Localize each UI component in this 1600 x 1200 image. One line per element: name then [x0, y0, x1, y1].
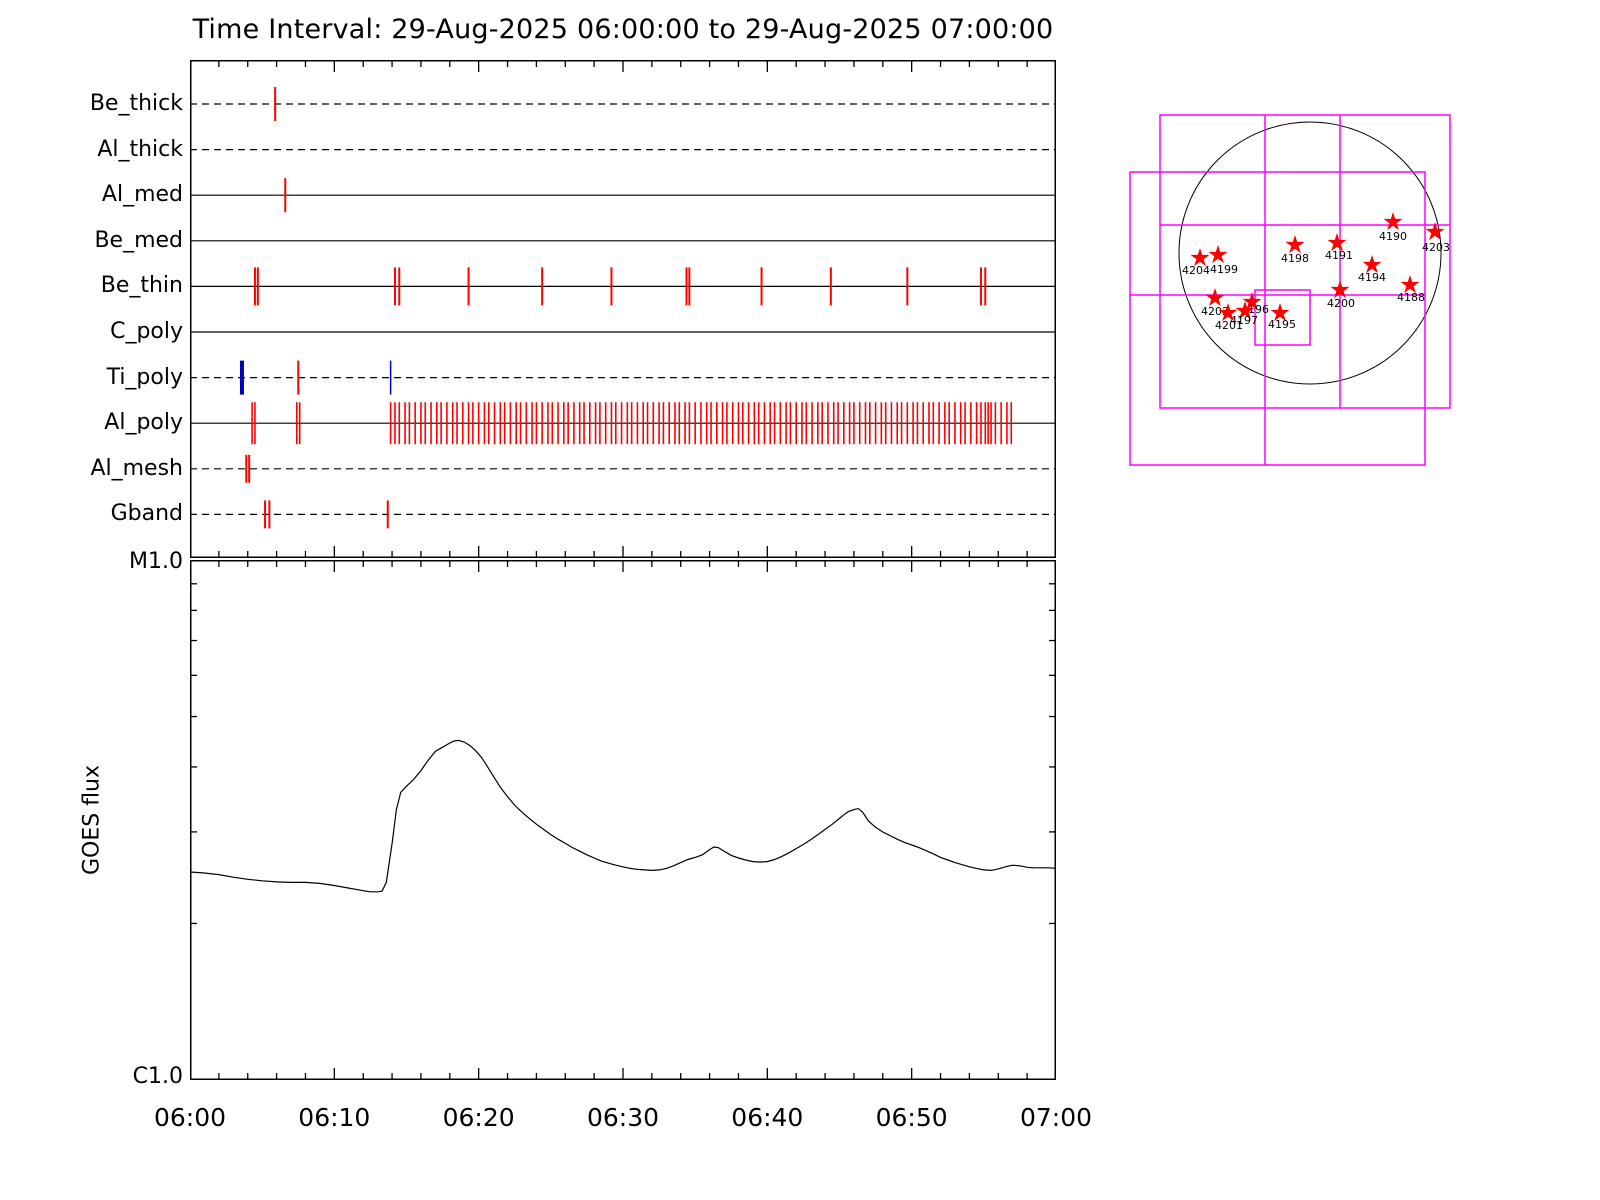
fov-rect [1129, 171, 1426, 466]
channel-label-al_thick: Al_thick [97, 136, 183, 162]
active-region-star [1425, 222, 1445, 241]
active-region-star [1242, 292, 1262, 311]
channel-label-be_thin: Be_thin [100, 273, 183, 299]
figure-title: Time Interval: 29-Aug-2025 06:00:00 to 2… [192, 14, 1054, 45]
active-region-star [1208, 245, 1228, 264]
active-region-star [1235, 301, 1255, 320]
active-region-label: 4200 [1327, 297, 1355, 310]
solar-map-panel: 4204 4199 4198 4191 4190 4203 4194 4188 4200 4202… [1129, 114, 1451, 466]
active-region-label: 4203 [1422, 241, 1450, 254]
x-tick-label: 06:00 [153, 1103, 227, 1132]
fov-rect [1254, 289, 1311, 346]
active-region-star [1270, 303, 1290, 322]
active-region-label: 4195 [1268, 318, 1296, 331]
active-region-label: 4204 [1182, 264, 1210, 277]
goes-ymax-label: M1.0 [129, 549, 183, 574]
active-region-label: 4201 [1215, 319, 1243, 332]
active-region-star [1330, 280, 1350, 299]
filter-timeline-panel [190, 60, 1056, 558]
goes-ymin-label: C1.0 [132, 1064, 183, 1089]
channel-label-al_mesh: Al_mesh [90, 455, 183, 481]
channel-label-c_poly: C_poly [110, 319, 183, 344]
active-region-star [1383, 212, 1403, 231]
active-region-label: 4191 [1325, 249, 1353, 262]
timeline-frame [190, 60, 1056, 558]
active-region-label: 4198 [1281, 252, 1309, 265]
active-region-star [1400, 275, 1420, 294]
active-region-label: 4188 [1397, 291, 1425, 304]
x-tick-label: 07:00 [1019, 1103, 1093, 1132]
channel-label-be_med: Be_med [94, 227, 183, 253]
fov-rect [1159, 114, 1451, 409]
goes-curve [190, 739, 1056, 893]
channel-label-ti_poly: Ti_poly [106, 364, 183, 390]
active-region-star [1327, 233, 1347, 252]
active-region-label: 4199 [1210, 263, 1238, 276]
active-region-star [1218, 303, 1238, 322]
goes-flux-panel [190, 560, 1056, 1080]
channel-label-al_med: Al_med [101, 182, 183, 208]
active-region-label: 4202 [1201, 305, 1229, 318]
x-tick-label: 06:50 [875, 1103, 948, 1132]
goes-frame [190, 560, 1056, 1080]
active-region-label: 4190 [1379, 230, 1407, 243]
channel-label-gband: Gband [110, 501, 183, 527]
active-region-label: 4194 [1358, 271, 1386, 284]
x-tick-label: 06:40 [731, 1103, 804, 1132]
sun-disk [1178, 121, 1442, 385]
active-region-star [1285, 235, 1305, 254]
x-tick-label: 06:10 [298, 1103, 371, 1132]
active-region-star [1190, 248, 1210, 267]
active-region-star [1205, 288, 1225, 307]
active-region-label: 4197 [1230, 314, 1258, 327]
channel-label-be_thick: Be_thick [89, 91, 183, 116]
x-tick-label: 06:30 [586, 1103, 660, 1132]
goes-y-axis-title: GOES flux [79, 764, 105, 876]
channel-label-al_poly: Al_poly [104, 410, 183, 436]
active-region-star [1362, 255, 1382, 274]
x-tick-label: 06:20 [442, 1103, 515, 1132]
